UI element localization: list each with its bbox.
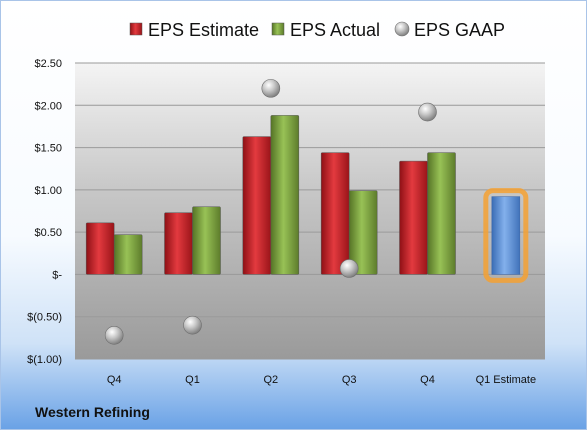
- y-tick-label: $(0.50): [27, 312, 62, 324]
- legend: EPS Estimate EPS Actual EPS GAAP: [129, 20, 505, 40]
- y-tick-label: $2.00: [34, 100, 62, 112]
- bar-eps-actual: [192, 206, 221, 275]
- bar-eps-estimate: [242, 136, 272, 275]
- bar-eps-estimate: [164, 212, 193, 275]
- y-tick-label: $2.50: [34, 58, 62, 70]
- y-tick-label: $(1.00): [27, 354, 62, 366]
- x-tick-label: Q4: [107, 374, 122, 386]
- y-axis-ticks: $2.50 $2.00 $1.50 $1.00 $0.50 $- $(0.50) $(1.00…: [27, 58, 62, 366]
- y-tick-label: $-: [52, 269, 62, 281]
- x-tick-label: Q1: [185, 374, 200, 386]
- gridlines: [75, 62, 545, 360]
- plot-area: [75, 63, 545, 359]
- bar-q1-estimate: [491, 196, 521, 275]
- bars: [85, 115, 529, 283]
- x-tick-label: Q1 Estimate: [476, 374, 537, 386]
- x-axis-ticks: Q4 Q1 Q2 Q3 Q4 Q1 Estimate: [107, 374, 536, 386]
- legend-label-eps-gaap: EPS GAAP: [414, 20, 505, 40]
- gaap-markers: [104, 79, 437, 345]
- y-tick-label: $1.00: [34, 185, 62, 197]
- bar-eps-estimate: [399, 160, 428, 275]
- legend-label-eps-estimate: EPS Estimate: [148, 20, 259, 40]
- marker-eps-gaap: [418, 102, 437, 122]
- marker-eps-gaap: [339, 259, 359, 278]
- y-tick-label: $1.50: [34, 143, 62, 155]
- x-tick-label: Q2: [263, 374, 278, 386]
- bar-eps-actual: [427, 152, 456, 275]
- x-tick-label: Q4: [420, 374, 435, 386]
- company-name: Western Refining: [35, 404, 150, 420]
- bar-eps-actual: [270, 115, 300, 275]
- marker-eps-gaap: [261, 79, 281, 98]
- bar-eps-actual: [113, 234, 143, 275]
- estimate-glow: [483, 188, 529, 283]
- legend-label-eps-actual: EPS Actual: [290, 20, 380, 40]
- y-tick-label: $0.50: [34, 227, 62, 239]
- marker-eps-gaap: [104, 326, 124, 345]
- legend-swatch-eps-estimate: [129, 22, 143, 36]
- bar-eps-estimate: [85, 222, 115, 275]
- bar-eps-estimate: [320, 152, 350, 275]
- marker-eps-gaap: [183, 315, 202, 335]
- x-tick-label: Q3: [342, 374, 357, 386]
- legend-swatch-eps-gaap: [394, 21, 410, 37]
- bar-eps-actual: [348, 190, 378, 275]
- legend-swatch-eps-actual: [271, 22, 285, 36]
